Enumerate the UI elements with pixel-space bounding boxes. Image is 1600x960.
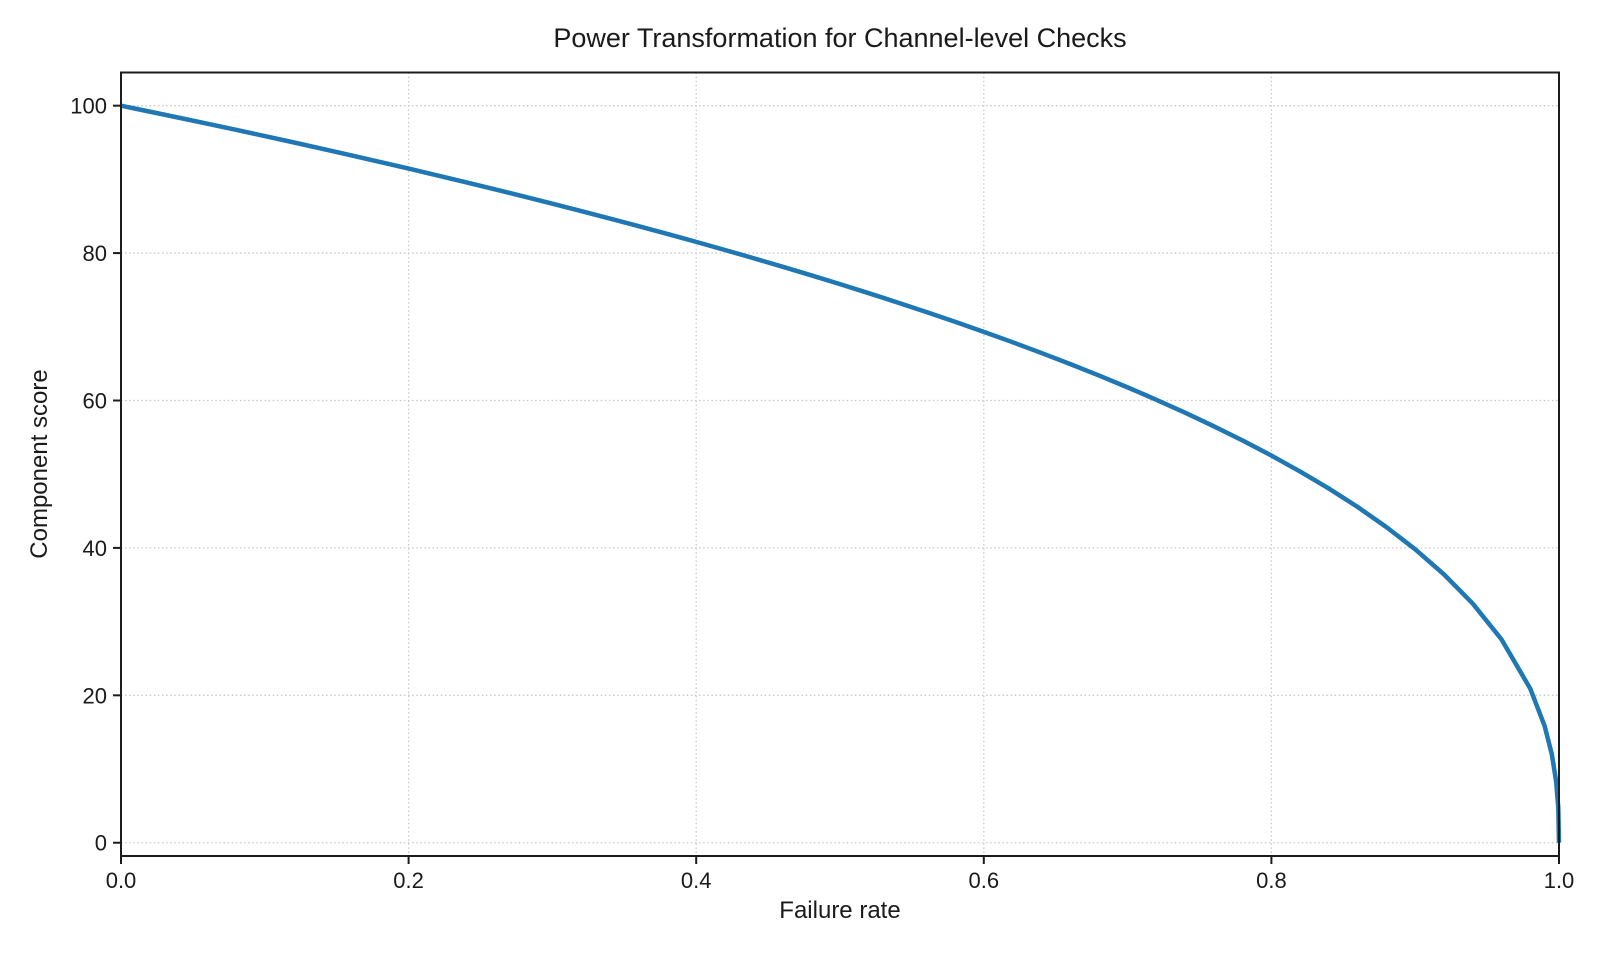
x-tick-label: 0.0 bbox=[106, 868, 137, 893]
y-tick-label: 100 bbox=[70, 94, 107, 119]
y-tick-label: 0 bbox=[95, 831, 107, 856]
x-axis-label: Failure rate bbox=[779, 897, 901, 924]
plot-border bbox=[120, 71, 1560, 857]
chart-title: Power Transformation for Channel-level C… bbox=[553, 23, 1127, 53]
x-tick-label: 1.0 bbox=[1544, 868, 1575, 893]
x-tick-label: 0.2 bbox=[393, 868, 424, 893]
x-tick-label: 0.8 bbox=[1256, 868, 1287, 893]
y-tick-label: 80 bbox=[83, 241, 107, 266]
y-tick-label: 20 bbox=[83, 683, 107, 708]
y-tick-label: 60 bbox=[83, 388, 107, 413]
component-score-curve bbox=[121, 103, 1562, 843]
x-tick-label: 0.4 bbox=[681, 868, 712, 893]
x-tick-label: 0.6 bbox=[969, 868, 1000, 893]
y-tick-label: 40 bbox=[83, 536, 107, 561]
